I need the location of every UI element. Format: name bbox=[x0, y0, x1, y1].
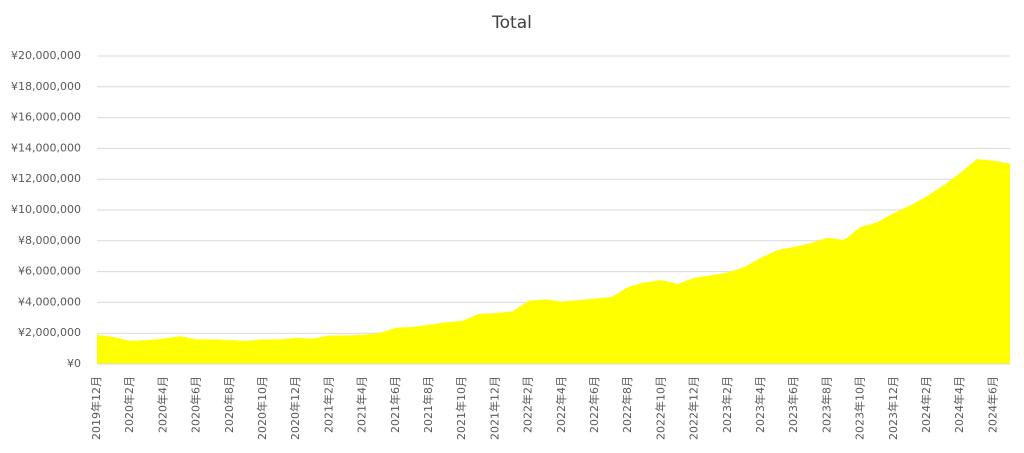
x-tick-label: 2023年4月 bbox=[753, 376, 767, 433]
y-tick-label: ¥10,000,000 bbox=[11, 203, 81, 216]
x-tick-label: 2020年4月 bbox=[155, 376, 169, 433]
x-tick-label: 2022年4月 bbox=[554, 376, 568, 433]
x-tick-label: 2022年10月 bbox=[653, 376, 667, 440]
y-tick-label: ¥4,000,000 bbox=[18, 295, 81, 308]
y-tick-label: ¥14,000,000 bbox=[11, 141, 81, 154]
x-tick-label: 2021年6月 bbox=[388, 376, 402, 433]
x-tick-label: 2022年8月 bbox=[620, 376, 634, 433]
y-tick-label: ¥16,000,000 bbox=[11, 111, 81, 124]
x-tick-label: 2023年8月 bbox=[819, 376, 833, 433]
x-tick-label: 2024年6月 bbox=[985, 376, 999, 433]
x-tick-label: 2020年6月 bbox=[189, 376, 203, 433]
y-tick-label: ¥20,000,000 bbox=[11, 49, 81, 62]
x-tick-label: 2023年12月 bbox=[886, 376, 900, 440]
x-tick-label: 2024年2月 bbox=[919, 376, 933, 433]
x-tick-label: 2022年12月 bbox=[687, 376, 701, 440]
x-tick-label: 2022年2月 bbox=[521, 376, 535, 433]
x-tick-label: 2021年2月 bbox=[321, 376, 335, 433]
x-tick-label: 2021年4月 bbox=[355, 376, 369, 433]
x-tick-label: 2019年12月 bbox=[89, 376, 103, 440]
x-tick-label: 2023年10月 bbox=[853, 376, 867, 440]
x-tick-label: 2022年6月 bbox=[587, 376, 601, 433]
x-tick-label: 2020年12月 bbox=[288, 376, 302, 440]
x-tick-label: 2021年8月 bbox=[421, 376, 435, 433]
y-tick-label: ¥8,000,000 bbox=[18, 234, 81, 247]
x-tick-label: 2024年4月 bbox=[952, 376, 966, 433]
x-tick-label: 2023年2月 bbox=[720, 376, 734, 433]
x-tick-label: 2020年2月 bbox=[122, 376, 136, 433]
x-tick-label: 2020年8月 bbox=[222, 376, 236, 433]
y-tick-label: ¥0 bbox=[67, 357, 81, 370]
x-tick-label: 2020年10月 bbox=[255, 376, 269, 440]
chart-title: Total bbox=[491, 13, 532, 33]
y-tick-label: ¥18,000,000 bbox=[11, 80, 81, 93]
y-tick-label: ¥6,000,000 bbox=[18, 265, 81, 278]
y-tick-label: ¥12,000,000 bbox=[11, 172, 81, 185]
area bbox=[97, 159, 1010, 364]
x-tick-label: 2021年12月 bbox=[487, 376, 501, 440]
y-tick-label: ¥2,000,000 bbox=[18, 326, 81, 339]
x-tick-label: 2023年6月 bbox=[786, 376, 800, 433]
x-tick-label: 2021年10月 bbox=[454, 376, 468, 440]
